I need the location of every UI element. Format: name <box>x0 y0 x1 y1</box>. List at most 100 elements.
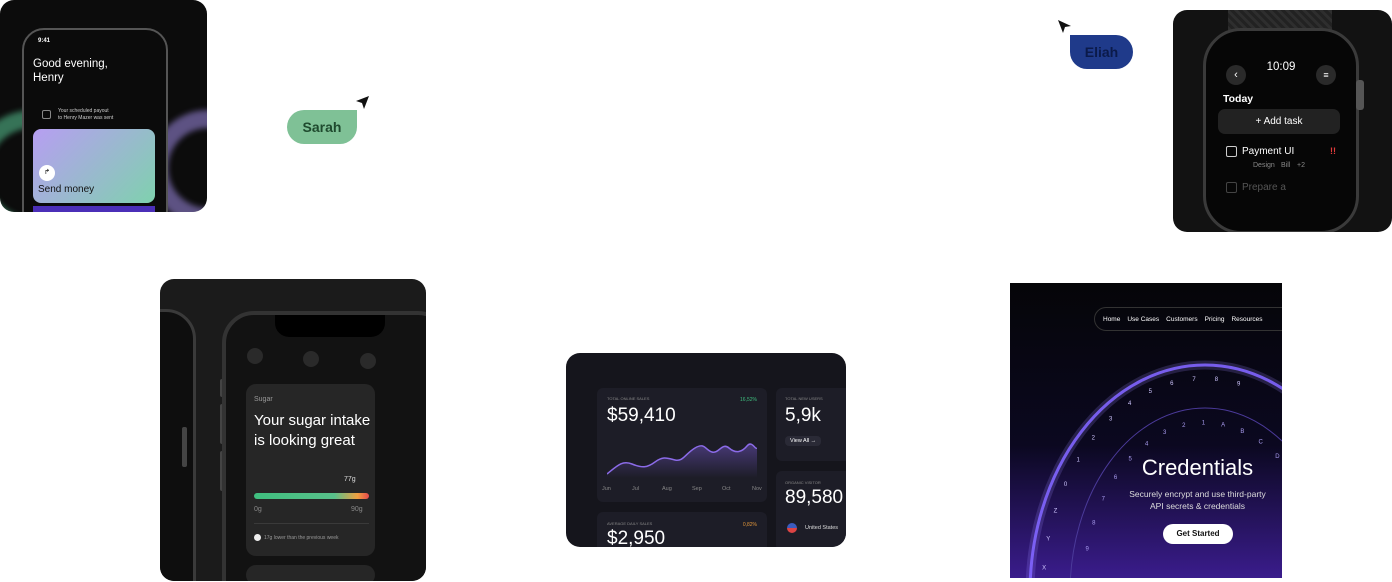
cursor-label: Eliah <box>1070 35 1133 69</box>
priority: !! <box>1330 146 1336 156</box>
dial-char: 8 <box>1215 377 1219 383</box>
month-label: Aug <box>662 486 672 492</box>
dial-char: 6 <box>1170 381 1174 387</box>
dial-char: Z <box>1054 508 1058 514</box>
dial-char: 3 <box>1163 430 1167 436</box>
dial-char: A <box>1221 422 1225 428</box>
cursor-arrow <box>356 96 369 109</box>
next-card <box>33 206 155 212</box>
crown <box>1356 80 1364 110</box>
change-badge: 16,52% <box>740 397 757 403</box>
dial-char: B <box>1240 429 1244 435</box>
dial-char: 1 <box>1077 457 1081 463</box>
back-button[interactable]: ‹ <box>1226 65 1246 85</box>
label: TOTAL ONLINE SALES <box>607 396 650 401</box>
send-label: Send money <box>38 184 95 195</box>
button <box>182 427 187 467</box>
dial-char: 3 <box>1109 417 1113 423</box>
icon-button[interactable] <box>247 348 263 364</box>
banking-card: 9:41 Good evening, Henry Your scheduled … <box>0 0 207 212</box>
headline: Your sugar intake is looking great <box>254 412 371 449</box>
note-icon <box>254 534 261 541</box>
dial-char: 5 <box>1128 456 1132 462</box>
tag: +2 <box>1297 162 1305 169</box>
dial-char: 8 <box>1092 521 1096 527</box>
dial-char: 5 <box>1149 389 1153 395</box>
dial-char: 2 <box>1182 423 1186 429</box>
dial-char: 6 <box>1114 475 1118 481</box>
nav-bar: Home Use Cases Customers Pricing Resources <box>1094 307 1282 331</box>
sugar-card: Sugar Your sugar intake is looking great… <box>160 279 426 581</box>
view-all-button[interactable]: View All → <box>785 436 822 446</box>
dial-char: C <box>1258 439 1263 445</box>
current-value: 77g <box>344 476 356 483</box>
watch-time: 10:09 <box>1266 61 1296 73</box>
status-time: 9:41 <box>38 38 51 44</box>
nav-link[interactable]: Use Cases <box>1127 315 1160 323</box>
dial-char: Y <box>1046 536 1050 542</box>
checkbox[interactable] <box>1226 146 1237 157</box>
title: Credentials <box>1141 455 1254 480</box>
note: 17g lower than the previous week <box>264 535 339 541</box>
icon-button[interactable] <box>360 353 376 369</box>
notch <box>275 315 385 337</box>
change-badge: 0,82% <box>742 522 757 528</box>
tag: Bill <box>1281 162 1291 169</box>
menu-button[interactable]: ≡ <box>1316 65 1336 85</box>
task-title: Prepare a <box>1242 182 1286 193</box>
divider <box>254 523 369 524</box>
send-card[interactable] <box>33 129 155 203</box>
greeting: Good evening, Henry <box>33 58 108 84</box>
dial-char: 0 <box>1064 482 1068 488</box>
dial-char: 4 <box>1145 441 1149 447</box>
label: Sugar <box>254 396 273 403</box>
sales-panel: TOTAL ONLINE SALES 16,52% $59,410 Jun Jul… <box>597 388 767 502</box>
add-task-button[interactable]: + Add task <box>1218 109 1340 134</box>
dial-char: X <box>1042 565 1046 571</box>
nav-link[interactable]: Pricing <box>1204 315 1225 323</box>
dial: TUVWXYZ0123456789987654321ABCDEF <box>1025 360 1282 578</box>
country: United States <box>805 525 839 531</box>
next-panel <box>246 565 375 581</box>
value: 5,9k <box>785 405 821 426</box>
dial-char: 1 <box>1202 421 1206 427</box>
month-label: Oct <box>722 486 731 492</box>
nav-link[interactable]: Customers <box>1166 315 1198 323</box>
phone-side <box>160 309 196 581</box>
nav-link[interactable]: Resources <box>1231 315 1263 323</box>
task-title: Payment UI <box>1242 146 1295 157</box>
intake-bar <box>254 493 369 499</box>
send-icon: ↱ <box>39 165 55 181</box>
sugar-panel: Sugar Your sugar intake is looking great… <box>246 384 375 556</box>
sparkline <box>607 443 757 478</box>
dial-char: 9 <box>1085 547 1089 553</box>
users-panel: TOTAL NEW USERS 5,9k View All → <box>776 388 846 461</box>
dial-char: 7 <box>1192 377 1196 383</box>
checkbox[interactable] <box>1226 182 1237 193</box>
tag: Design <box>1253 162 1275 169</box>
min-label: 0g <box>254 506 262 513</box>
label: ORGANIC VISITOR <box>785 480 821 485</box>
month-label: Sep <box>692 486 702 492</box>
icon-button[interactable] <box>303 351 319 367</box>
heading: Today <box>1223 93 1254 105</box>
month-label: Jun <box>602 486 611 492</box>
get-started-button[interactable]: Get Started <box>1163 524 1233 544</box>
month-label: Nov <box>752 486 762 492</box>
visitors-panel: ORGANIC VISITOR 89,580 United States <box>776 471 846 547</box>
month-label: Jul <box>632 486 640 492</box>
value: 89,580 <box>785 487 844 508</box>
notice: Your scheduled payout to Henry Mazer was… <box>58 108 114 121</box>
label: AVERAGE DAILY SALES <box>607 521 653 526</box>
label: TOTAL NEW USERS <box>785 396 823 401</box>
value: $59,410 <box>607 405 676 426</box>
credentials-card: TUVWXYZ0123456789987654321ABCDEF HomeUse… <box>1010 283 1282 578</box>
dial-char: 4 <box>1128 401 1132 407</box>
nav-link[interactable]: Home <box>1103 315 1121 323</box>
dial-char: D <box>1275 454 1280 460</box>
cursor-arrow <box>1058 20 1071 33</box>
watch-card: ‹ ≡ 10:09 Today + Add task Payment UI !!… <box>1173 10 1392 232</box>
dial-char: 2 <box>1092 436 1096 442</box>
max-label: 90g <box>351 506 363 513</box>
flag <box>787 523 797 533</box>
